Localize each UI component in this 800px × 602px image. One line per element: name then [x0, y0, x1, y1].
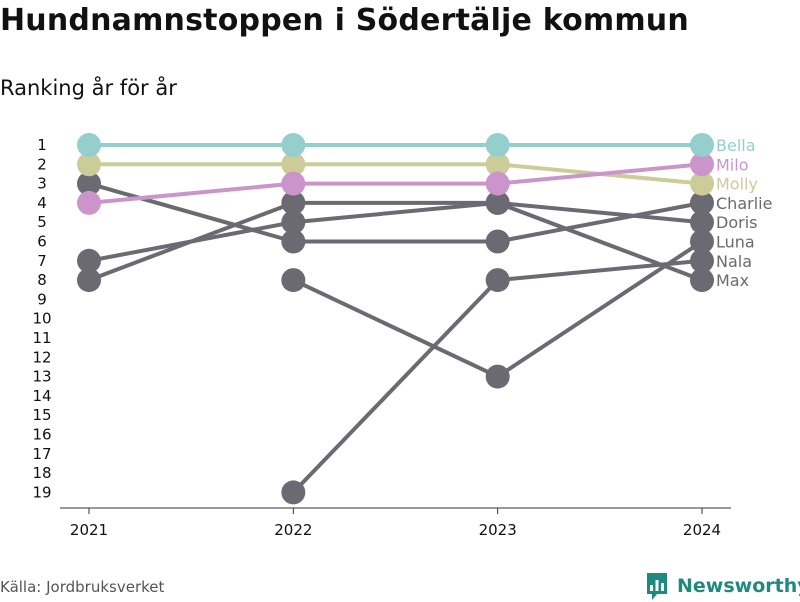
data-point-doris[interactable]: [690, 210, 714, 235]
series-label-bella: Bella: [716, 136, 756, 155]
data-point-nala[interactable]: [281, 480, 306, 505]
y-tick-label: 19: [32, 483, 51, 501]
x-axis: 2021 2022 2023 2024: [60, 507, 731, 539]
newsworthy-logo-icon: [647, 573, 667, 600]
series-points: [77, 133, 714, 505]
data-point-bella[interactable]: [690, 133, 714, 157]
data-point-max[interactable]: [281, 210, 306, 235]
source-note: Källa: Jordbruksverket: [0, 578, 165, 596]
data-point-charlie[interactable]: [77, 171, 101, 196]
series-line-milo: [87, 162, 704, 205]
data-point-nala[interactable]: [485, 268, 510, 293]
series-label-milo: Milo: [716, 155, 748, 174]
y-tick-label: 17: [32, 445, 51, 463]
data-point-doris[interactable]: [281, 190, 306, 215]
y-tick-label: 3: [37, 175, 47, 193]
y-tick-label: 7: [37, 252, 47, 270]
y-tick-label: 13: [32, 368, 51, 386]
data-point-max[interactable]: [77, 248, 101, 273]
data-point-luna[interactable]: [485, 364, 510, 389]
y-tick-label: 4: [37, 194, 47, 212]
y-tick-label: 6: [37, 233, 47, 251]
data-point-molly[interactable]: [690, 171, 714, 196]
y-tick-label: 14: [32, 387, 51, 405]
y-tick-label: 16: [32, 426, 51, 444]
series-line-max: [87, 200, 704, 283]
data-point-charlie[interactable]: [281, 229, 306, 254]
series-label-molly: Molly: [716, 175, 758, 194]
data-point-milo[interactable]: [485, 171, 510, 196]
series-line-charlie: [87, 181, 704, 244]
y-tick-label: 11: [32, 329, 51, 347]
data-point-molly[interactable]: [77, 152, 101, 177]
series-line-luna: [291, 239, 704, 379]
data-point-luna[interactable]: [690, 229, 714, 254]
chart-title: Hundnamnstoppen i Södertälje kommun: [0, 3, 689, 38]
data-point-bella[interactable]: [77, 133, 101, 157]
x-tick-label: 2022: [274, 521, 312, 539]
x-tick-label: 2024: [683, 521, 721, 539]
data-point-luna[interactable]: [281, 268, 306, 293]
chart-subtitle: Ranking år för år: [0, 76, 177, 100]
data-point-milo[interactable]: [281, 171, 306, 196]
data-point-milo[interactable]: [690, 152, 714, 177]
data-point-milo[interactable]: [77, 190, 101, 215]
series-label-luna: Luna: [716, 233, 755, 252]
series-label-charlie: Charlie: [716, 194, 772, 213]
y-tick-label: 18: [32, 464, 51, 482]
y-tick-label: 2: [37, 155, 47, 173]
y-tick-label: 12: [32, 348, 51, 366]
y-tick-label: 9: [37, 290, 47, 308]
data-point-molly[interactable]: [281, 152, 306, 177]
series-lines: [87, 143, 704, 495]
data-point-bella[interactable]: [485, 133, 510, 157]
data-point-max[interactable]: [485, 190, 510, 215]
brand-name: Newsworthy: [677, 575, 800, 597]
data-point-charlie[interactable]: [690, 190, 714, 215]
y-tick-label: 10: [32, 310, 51, 328]
data-point-nala[interactable]: [690, 248, 714, 273]
brand-logo[interactable]: Newsworthy: [645, 570, 800, 602]
data-point-doris[interactable]: [77, 268, 101, 293]
y-tick-label: 15: [32, 406, 51, 424]
data-point-molly[interactable]: [485, 152, 510, 177]
series-label-max: Max: [716, 271, 749, 290]
y-tick-label: 1: [37, 136, 47, 154]
y-tick-label: 8: [37, 271, 47, 289]
data-point-max[interactable]: [690, 268, 714, 293]
y-tick-label: 5: [37, 213, 47, 231]
x-tick-label: 2021: [70, 521, 108, 539]
x-tick-label: 2023: [479, 521, 517, 539]
data-point-charlie[interactable]: [485, 229, 510, 254]
data-point-bella[interactable]: [281, 133, 306, 157]
series-label-nala: Nala: [716, 252, 752, 271]
series-label-doris: Doris: [716, 213, 757, 232]
